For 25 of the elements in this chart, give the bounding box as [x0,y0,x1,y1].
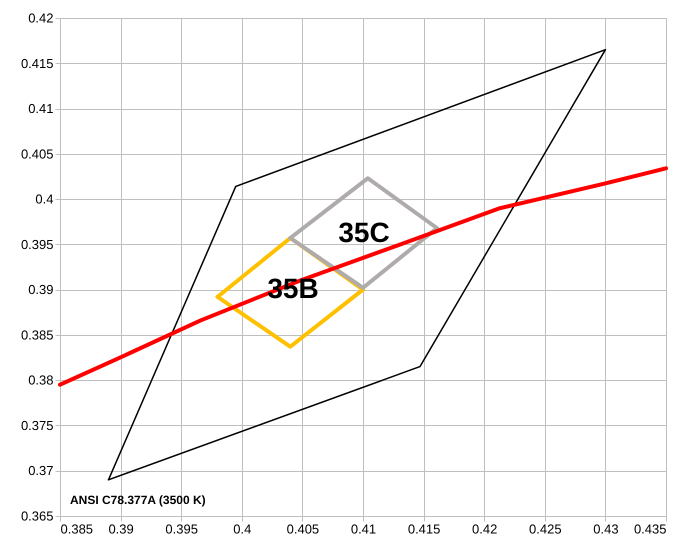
y-tick-label: 0.385 [20,327,54,342]
x-tick-label: 0.435 [634,522,666,536]
y-tick-label: 0.375 [20,418,54,433]
y-tick-label: 0.4 [35,192,54,207]
y-tick-label: 0.395 [20,236,54,252]
x-tick-label: 0.405 [286,522,320,536]
x-tick-label: 0.395 [165,522,198,536]
y-tick-label: 0.405 [20,146,54,162]
x-tick-label: 0.42 [472,522,498,536]
y-tick-label: 0.415 [20,56,54,71]
annotation: ANSI C78.377A (3500 K) [70,493,206,507]
x-tick-label: 0.425 [529,522,562,536]
x-tick-label: 0.385 [60,522,94,536]
x-tick-label: 0.415 [408,522,440,536]
y-tick-label: 0.41 [28,101,54,116]
x-tick-label: 0.39 [108,522,134,536]
x-tick-label: 0.43 [593,522,619,536]
y-tick-label: 0.365 [20,508,54,524]
y-tick-label: 0.38 [28,372,54,388]
x-tick-label: 0.41 [350,522,376,536]
y-tick-label: 0.37 [28,463,54,478]
annotation: 35C [338,217,390,248]
y-tick-label: 0.39 [28,282,54,298]
x-tick-label: 0.4 [233,522,252,536]
y-tick-label: 0.42 [28,10,54,26]
